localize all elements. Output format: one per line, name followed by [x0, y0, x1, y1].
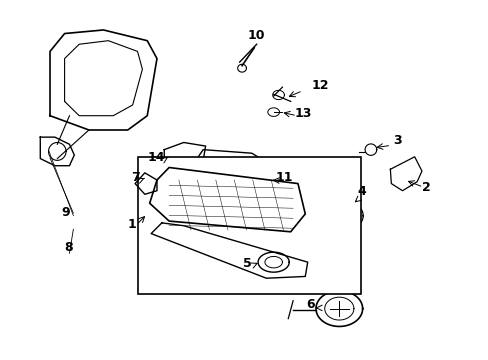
Text: 12: 12	[310, 79, 328, 92]
Text: 11: 11	[275, 171, 292, 184]
Text: 3: 3	[392, 134, 401, 147]
Text: 6: 6	[305, 298, 314, 311]
Text: 7: 7	[130, 171, 139, 184]
Text: 4: 4	[357, 185, 366, 198]
Text: 8: 8	[64, 242, 73, 255]
Text: 2: 2	[422, 181, 430, 194]
Text: 10: 10	[247, 29, 265, 42]
Bar	[137, 157, 361, 294]
Text: 5: 5	[242, 257, 251, 270]
Text: 1: 1	[127, 218, 136, 231]
Text: 13: 13	[294, 108, 311, 121]
Text: 14: 14	[147, 152, 164, 165]
Text: 9: 9	[61, 206, 70, 219]
